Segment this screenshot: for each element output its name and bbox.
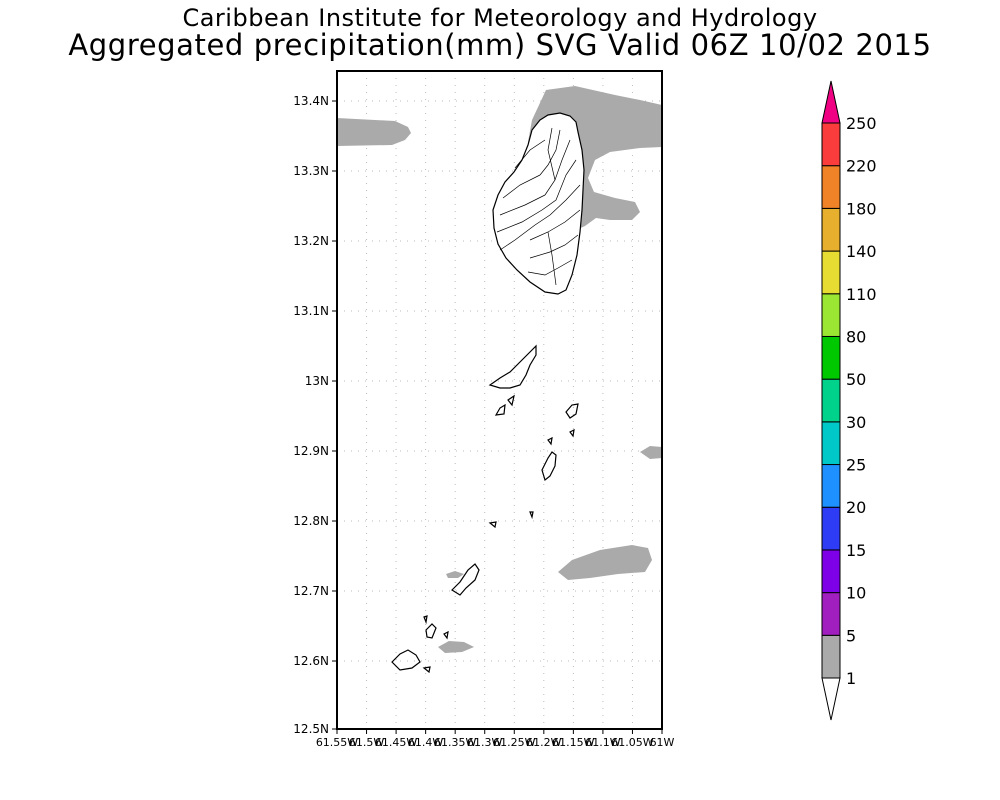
colorbar-label: 20 bbox=[846, 498, 866, 517]
lon-tick-label: 61.45W bbox=[375, 736, 417, 749]
colorbar-label: 25 bbox=[846, 456, 866, 475]
lat-tick-label: 13.2N bbox=[293, 234, 329, 248]
island-bequia bbox=[488, 344, 537, 389]
colorbar-segment bbox=[821, 250, 841, 295]
colorbar-segment bbox=[821, 421, 841, 466]
colorbar-segment bbox=[821, 634, 841, 679]
colorbar-label: 50 bbox=[846, 370, 866, 389]
island-mustique bbox=[565, 403, 579, 419]
island-canouan bbox=[541, 451, 557, 482]
lat-tick-label: 13.3N bbox=[293, 164, 329, 178]
precip-area-east-small bbox=[640, 446, 662, 459]
colorbar-label: 80 bbox=[846, 327, 866, 346]
lat-tick-label: 12.5N bbox=[293, 722, 329, 736]
colorbar-label: 250 bbox=[846, 114, 877, 133]
lon-axis: 61.55W61.5W61.45W61.4W61.35W61.3W61.25W6… bbox=[316, 729, 675, 749]
colorbar-segment bbox=[821, 549, 841, 594]
precip-area-south-2 bbox=[438, 641, 474, 653]
precip-area-southeast bbox=[558, 545, 652, 580]
lon-tick-label: 61.35W bbox=[434, 736, 476, 749]
colorbar-segment bbox=[821, 207, 841, 252]
colorbar-label: 5 bbox=[846, 626, 856, 645]
lat-tick-label: 13.1N bbox=[293, 304, 329, 318]
lon-tick-label: 61.1W bbox=[585, 736, 620, 749]
colorbar-segment bbox=[821, 592, 841, 636]
precip-areas bbox=[337, 86, 662, 653]
colorbar-label: 15 bbox=[846, 541, 866, 560]
precip-area-south-1 bbox=[446, 571, 464, 578]
precip-area-west bbox=[337, 118, 411, 146]
colorbar-segment bbox=[821, 122, 841, 167]
island-st-vincent bbox=[492, 112, 585, 295]
colorbar-label: 30 bbox=[846, 413, 866, 432]
colorbar-label: 220 bbox=[846, 157, 877, 176]
lat-tick-label: 12.7N bbox=[293, 584, 329, 598]
colorbar-segment bbox=[821, 378, 841, 423]
lon-tick-label: 61.5W bbox=[349, 736, 384, 749]
colorbar-label: 1 bbox=[846, 669, 856, 688]
lon-tick-label: 61W bbox=[650, 736, 675, 749]
chart-subtitle: Aggregated precipitation(mm) SVG Valid 0… bbox=[68, 28, 932, 62]
island-union bbox=[451, 563, 480, 596]
colorbar-label: 180 bbox=[846, 199, 877, 218]
colorbar-low-arrow bbox=[821, 677, 841, 721]
colorbar-segment bbox=[821, 165, 841, 209]
lon-tick-label: 61.3W bbox=[467, 736, 502, 749]
island-petite-martinique bbox=[391, 649, 421, 671]
map-frame bbox=[336, 70, 663, 730]
lon-tick-label: 61.4W bbox=[408, 736, 443, 749]
colorbar-high-arrow bbox=[821, 80, 841, 124]
lat-tick-label: 13.4N bbox=[293, 94, 329, 108]
colorbar-segment bbox=[821, 335, 841, 380]
colorbar-segment bbox=[821, 464, 841, 508]
lon-tick-label: 61.15W bbox=[552, 736, 594, 749]
lat-tick-label: 12.9N bbox=[293, 444, 329, 458]
colorbar-label: 10 bbox=[846, 584, 866, 603]
colorbar-label: 140 bbox=[846, 242, 877, 261]
coastlines bbox=[391, 112, 585, 674]
colorbar-segment bbox=[821, 293, 841, 337]
watershed-lines bbox=[496, 127, 581, 286]
map-gridlines bbox=[337, 71, 662, 729]
island-carriacou bbox=[425, 623, 437, 639]
colorbar-segment bbox=[821, 506, 841, 551]
lat-axis: 13.4N 13.3N 13.2N 13.1N 13N 12.9N 12.8N 12.7N 12… bbox=[293, 94, 337, 736]
chart-title: Caribbean Institute for Meteorology and … bbox=[182, 4, 818, 32]
lat-tick-label: 12.6N bbox=[293, 654, 329, 668]
colorbar-label: 110 bbox=[846, 285, 877, 304]
lat-tick-label: 13N bbox=[305, 374, 329, 388]
lon-tick-label: 61.05W bbox=[611, 736, 653, 749]
lon-tick-label: 61.55W bbox=[316, 736, 358, 749]
lon-tick-label: 61.2W bbox=[526, 736, 561, 749]
lat-tick-label: 12.8N bbox=[293, 514, 329, 528]
lon-tick-label: 61.25W bbox=[493, 736, 535, 749]
